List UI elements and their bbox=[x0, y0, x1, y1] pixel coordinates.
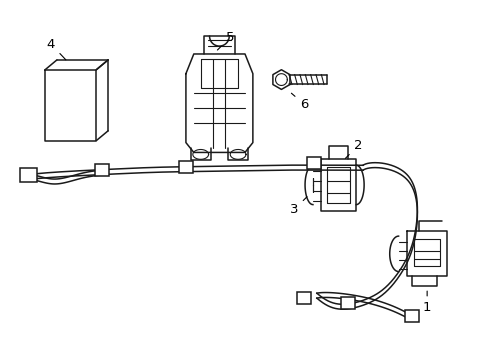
Bar bbox=[20, 168, 37, 182]
Bar bbox=[306, 157, 320, 169]
Text: 2: 2 bbox=[345, 139, 362, 158]
Bar bbox=[179, 161, 192, 173]
Text: 4: 4 bbox=[47, 38, 66, 60]
Bar bbox=[297, 292, 310, 304]
Text: 3: 3 bbox=[289, 197, 306, 216]
Text: 5: 5 bbox=[217, 31, 234, 50]
Bar bbox=[405, 310, 418, 322]
Bar bbox=[341, 297, 355, 309]
Text: 1: 1 bbox=[422, 291, 430, 315]
Text: 6: 6 bbox=[291, 93, 307, 111]
Bar bbox=[95, 164, 109, 176]
